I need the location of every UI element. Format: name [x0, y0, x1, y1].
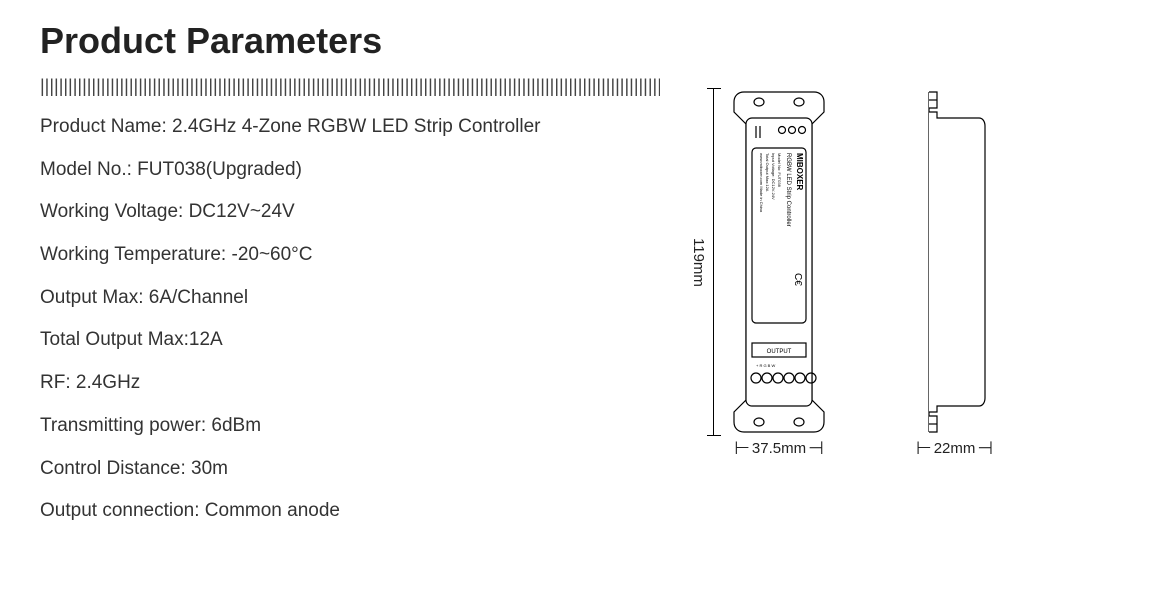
param-working-voltage: Working Voltage: DC12V~24V: [40, 200, 660, 225]
param-working-temperature: Working Temperature: -20~60°C: [40, 243, 660, 268]
svg-text:Total Output Max:12A: Total Output Max:12A: [765, 153, 770, 192]
bracket-left-icon: ⊢: [732, 438, 752, 459]
param-total-output-max: Total Output Max:12A: [40, 328, 660, 353]
brand-text: MIBOXER: [795, 153, 804, 191]
param-rf: RF: 2.4GHz: [40, 371, 660, 396]
depth-label: 22mm: [934, 440, 976, 457]
parameters-list: Product Name: 2.4GHz 4-Zone RGBW LED Str…: [40, 115, 660, 524]
output-label: OUTPUT: [767, 349, 792, 355]
svg-text:C€: C€: [792, 273, 803, 286]
svg-text:+ R G B W: + R G B W: [756, 363, 775, 368]
product-line-text: RGBW LED Strip Controller: [785, 153, 791, 227]
width-dimension: ⊢ 37.5mm ⊣: [732, 438, 826, 459]
depth-dimension: ⊢ 22mm ⊣: [914, 438, 995, 459]
height-dimension-line: [713, 88, 714, 436]
svg-text:www.miboxer.com Made in China: www.miboxer.com Made in China: [759, 153, 764, 213]
page-title: Product Parameters: [40, 20, 660, 62]
svg-text:Model No: FUT038: Model No: FUT038: [777, 153, 782, 188]
param-product-name: Product Name: 2.4GHz 4-Zone RGBW LED Str…: [40, 115, 660, 140]
param-transmit-power: Transmitting power: 6dBm: [40, 414, 660, 439]
dimension-diagram: 119mm: [690, 20, 995, 459]
bracket-left-icon: ⊢: [914, 438, 934, 459]
width-label: 37.5mm: [752, 440, 806, 457]
device-side-outline: [923, 88, 987, 436]
param-output-max: Output Max: 6A/Channel: [40, 286, 660, 311]
bracket-right-icon: ⊣: [806, 438, 826, 459]
device-front-outline: MIBOXER RGBW LED Strip Controller Model …: [724, 88, 834, 436]
param-control-distance: Control Distance: 30m: [40, 457, 660, 482]
bracket-right-icon: ⊣: [975, 438, 995, 459]
height-label: 119mm: [690, 238, 707, 287]
param-output-connection: Output connection: Common anode: [40, 499, 660, 524]
barcode-decoration: ||||||||||||||||||||||||||||||||||||||||…: [40, 76, 660, 97]
svg-text:Input Voltage: DC12V-24V: Input Voltage: DC12V-24V: [771, 153, 776, 200]
param-model-no: Model No.: FUT038(Upgraded): [40, 158, 660, 183]
